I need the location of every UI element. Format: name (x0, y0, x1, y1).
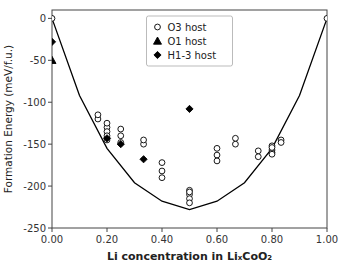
point (118, 133, 124, 139)
point (52, 15, 55, 21)
x-tick (217, 228, 218, 232)
point (186, 105, 193, 112)
point (324, 15, 327, 21)
x-tick (162, 228, 163, 232)
point (214, 152, 220, 158)
x-axis-label: Li concentration in LiₓCoO₂ (107, 250, 272, 263)
y-axis-label: Formation Energy (meV/f.u.) (2, 45, 14, 193)
point (278, 140, 284, 146)
x-tick-label: 0.00 (41, 234, 63, 245)
point (95, 112, 101, 118)
point (159, 160, 165, 166)
x-tick-label: 0.40 (151, 234, 173, 245)
point (255, 154, 261, 160)
point (214, 158, 220, 164)
legend-box (147, 16, 233, 66)
point (214, 145, 220, 151)
x-tick-label: 0.60 (206, 234, 228, 245)
point (269, 145, 275, 151)
legend-label: O1 host (168, 36, 207, 47)
x-tick (272, 228, 273, 232)
x-tick (107, 228, 108, 232)
y-tick-label: 0 (40, 13, 46, 24)
x-tick (52, 228, 53, 232)
point (141, 137, 147, 143)
x-tick-label: 1.00 (316, 234, 338, 245)
legend: O3 host O1 host H1-3 host (147, 16, 233, 66)
plot-area (52, 15, 327, 209)
point (52, 56, 56, 63)
point (118, 126, 124, 132)
point (233, 135, 239, 141)
y-tick-label: -50 (30, 55, 46, 66)
chart: 0.00 0.20 0.40 0.60 0.80 1.00 0 -50 -100 -150 -200… (0, 0, 339, 268)
point (52, 38, 56, 45)
legend-label: O3 host (168, 22, 207, 33)
point (255, 148, 261, 154)
legend-label: H1-3 host (168, 50, 217, 61)
point (103, 135, 110, 142)
legend-marker (154, 51, 161, 58)
y-tick (48, 60, 52, 61)
legend-marker (154, 37, 162, 44)
y-tick-label: -100 (23, 97, 46, 108)
legend-marker (155, 24, 161, 30)
y-tick (48, 228, 52, 229)
x-tick-label: 0.80 (261, 234, 283, 245)
point (159, 168, 165, 174)
point (269, 151, 275, 157)
y-tick-label: -250 (23, 223, 46, 234)
y-tick (48, 18, 52, 19)
plot-frame (52, 10, 327, 228)
y-tick-label: -200 (23, 181, 46, 192)
y-tick (48, 102, 52, 103)
y-tick-label: -150 (23, 139, 46, 150)
point (233, 141, 239, 147)
y-tick (48, 186, 52, 187)
x-tick-label: 0.20 (96, 234, 118, 245)
point (187, 200, 193, 206)
point (104, 120, 110, 126)
x-tick (327, 228, 328, 232)
point (117, 141, 124, 148)
point (159, 175, 165, 181)
y-tick (48, 144, 52, 145)
point (187, 189, 193, 195)
point (140, 156, 147, 163)
